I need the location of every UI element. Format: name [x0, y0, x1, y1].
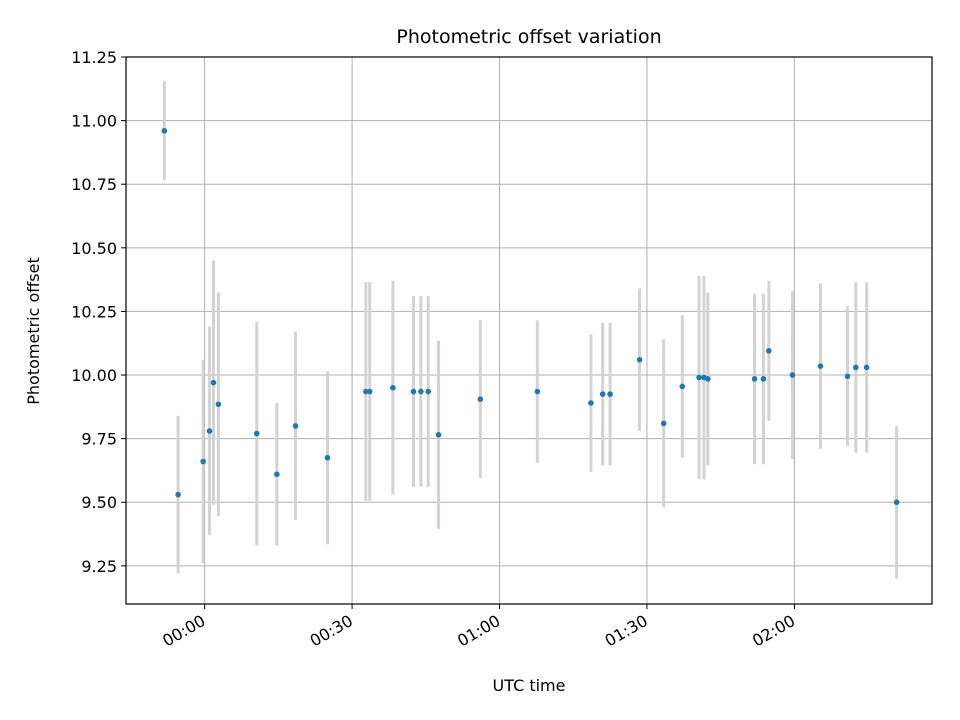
- data-point: [324, 454, 331, 461]
- y-tick-label: 11.00: [71, 112, 117, 131]
- data-point: [660, 420, 667, 427]
- y-tick-label: 9.75: [81, 430, 117, 449]
- data-point: [789, 372, 796, 378]
- y-tick-label: 9.50: [81, 493, 117, 512]
- chart-title: Photometric offset variation: [396, 26, 661, 48]
- data-point: [599, 391, 606, 397]
- data-point: [390, 384, 396, 391]
- data-point: [210, 379, 217, 386]
- data-point: [161, 127, 168, 134]
- data-point: [751, 376, 758, 382]
- data-point: [363, 388, 369, 395]
- y-tick-label: 11.25: [71, 48, 117, 67]
- data-point: [766, 348, 772, 354]
- data-point: [534, 388, 541, 395]
- data-point: [893, 499, 900, 506]
- data-point: [817, 363, 824, 369]
- plot-frame: [125, 56, 933, 605]
- x-axis-label: UTC time: [493, 676, 566, 695]
- data-point: [366, 388, 373, 395]
- y-tick-label: 10.75: [71, 175, 117, 194]
- y-tick-label: 9.25: [81, 557, 117, 576]
- y-tick-label: 10.50: [71, 239, 117, 258]
- data-point: [863, 364, 870, 371]
- data-point: [274, 471, 280, 478]
- data-point: [200, 458, 206, 465]
- data-point: [418, 388, 424, 395]
- data-point: [636, 356, 643, 363]
- data-point: [435, 432, 442, 438]
- data-point: [679, 383, 686, 390]
- data-point: [760, 376, 767, 382]
- data-point: [215, 401, 222, 408]
- data-point: [696, 374, 702, 381]
- data-point: [607, 391, 613, 397]
- y-tick-label: 10.00: [71, 366, 117, 385]
- data-point: [292, 423, 299, 429]
- data-point: [588, 400, 594, 406]
- data-point: [853, 364, 859, 371]
- y-tick-label: 10.25: [71, 302, 117, 321]
- data-point: [844, 373, 851, 380]
- data-point: [477, 396, 484, 402]
- data-point: [425, 388, 432, 395]
- data-point: [206, 428, 213, 434]
- data-point: [253, 430, 260, 437]
- marker-layer: [161, 127, 900, 506]
- data-point: [410, 388, 417, 395]
- data-point: [705, 376, 711, 382]
- data-point: [175, 491, 181, 498]
- y-axis-label: Photometric offset: [24, 257, 43, 405]
